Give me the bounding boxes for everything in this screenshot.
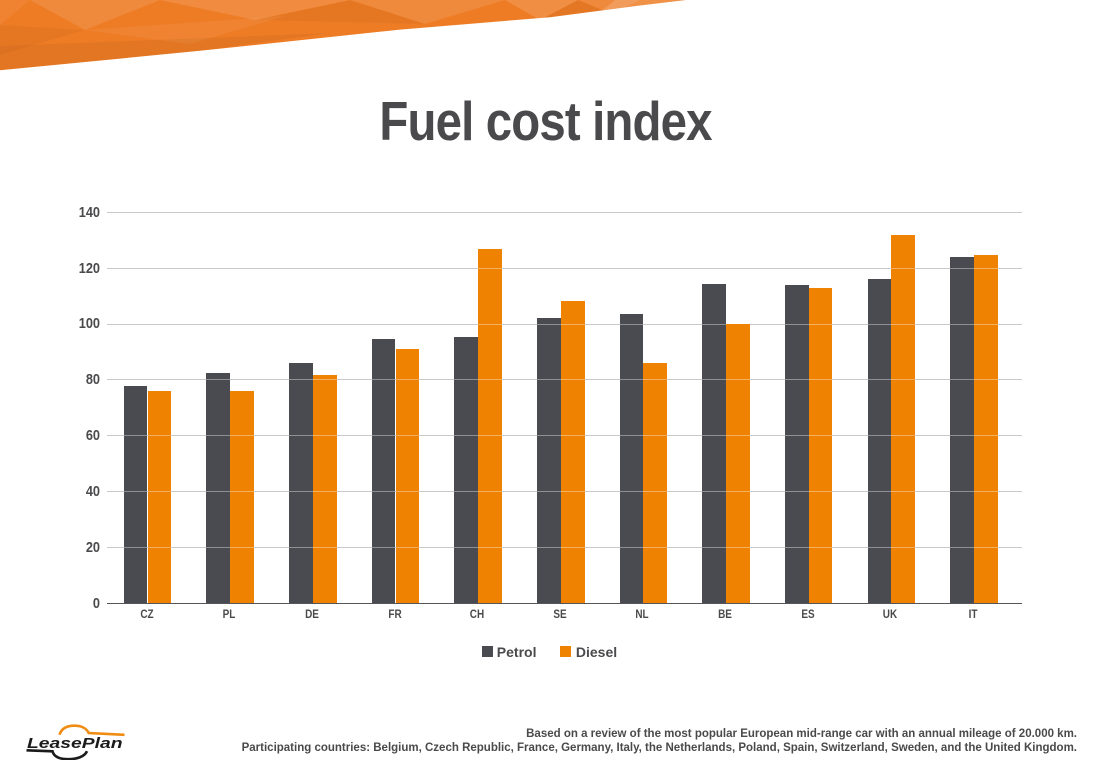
svg-text:LeasePlan: LeasePlan [27, 735, 123, 752]
